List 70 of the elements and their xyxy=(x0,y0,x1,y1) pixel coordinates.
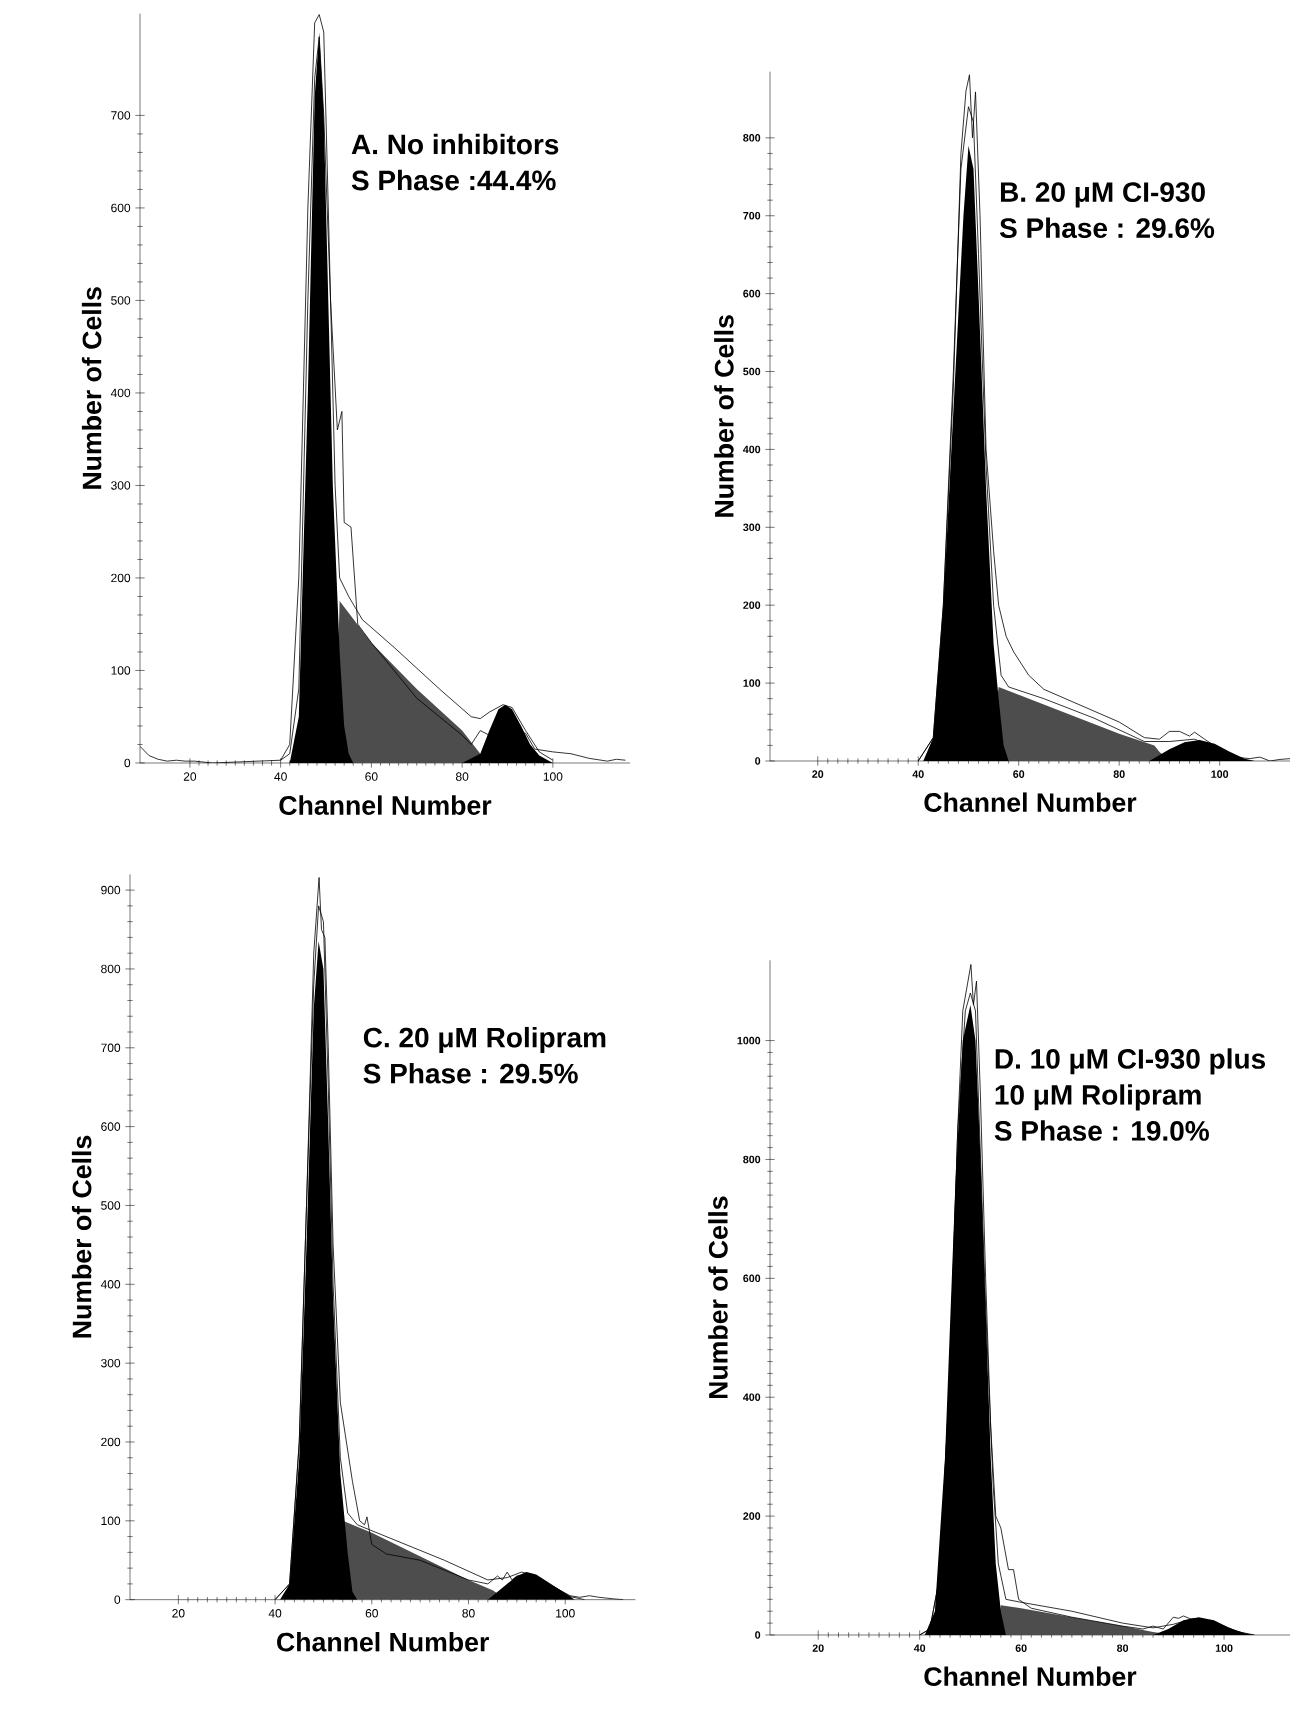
y-tick-label: 600 xyxy=(101,1122,121,1131)
x-tick-label: 40 xyxy=(912,770,924,778)
y-tick-label: 700 xyxy=(101,1043,121,1053)
x-tick-label: 20 xyxy=(812,770,824,778)
y-tick-label: 400 xyxy=(100,1280,121,1289)
y-tick-label: 600 xyxy=(743,1274,761,1283)
annotation: A. No inhibitors xyxy=(351,133,559,155)
x-tick-label: 80 xyxy=(1113,770,1125,778)
y-tick-label: 500 xyxy=(743,367,761,376)
y-tick-label: 0 xyxy=(755,757,761,765)
x-tick-label: 20 xyxy=(812,1644,824,1652)
y-tick-label: 200 xyxy=(743,601,761,609)
x-tick-label: 40 xyxy=(268,1609,282,1618)
x-tick-label: 80 xyxy=(1117,1644,1129,1652)
annotation: S Phase : 19.0% xyxy=(994,1120,1209,1141)
y-tick-label: 300 xyxy=(743,523,761,532)
x-tick-label: 100 xyxy=(1215,1644,1233,1652)
y-tick-label: 100 xyxy=(111,666,131,675)
y-tick-label: 800 xyxy=(101,964,121,974)
y-tick-label: 700 xyxy=(111,111,131,120)
y-tick-label: 300 xyxy=(111,481,131,490)
x-tick-label: 40 xyxy=(274,772,287,781)
x-axis-title: Channel Number xyxy=(924,1666,1137,1686)
y-tick-label: 800 xyxy=(743,134,761,142)
y-tick-label: 100 xyxy=(743,679,761,687)
y-tick-label: 100 xyxy=(101,1516,121,1526)
y-tick-label: 400 xyxy=(743,445,761,454)
x-tick-label: 100 xyxy=(556,1609,575,1618)
annotation: C. 20 μM Rolipram xyxy=(363,1026,606,1054)
x-tick-label: 80 xyxy=(455,772,469,781)
y-tick-label: 400 xyxy=(110,388,131,398)
y-axis-title: Number of Cells xyxy=(71,1135,92,1338)
y-tick-label: 800 xyxy=(743,1155,761,1164)
y-tick-label: 500 xyxy=(101,1201,121,1210)
x-axis-title: Channel Number xyxy=(277,1632,489,1652)
y-tick-label: 300 xyxy=(101,1358,121,1368)
annotation: S Phase :44.4% xyxy=(351,169,556,191)
annotation: 10 μM Rolipram xyxy=(995,1084,1201,1111)
x-tick-label: 20 xyxy=(172,1609,185,1618)
x-tick-label: 40 xyxy=(913,1644,926,1652)
x-tick-label: 60 xyxy=(1013,770,1025,778)
y-tick-label: 600 xyxy=(111,203,131,213)
y-tick-label: 0 xyxy=(755,1631,761,1639)
y-tick-label: 200 xyxy=(101,1437,121,1447)
x-tick-label: 80 xyxy=(462,1609,475,1618)
y-tick-label: 900 xyxy=(101,885,121,895)
x-tick-label: 20 xyxy=(183,772,197,781)
x-tick-label: 100 xyxy=(1211,770,1229,778)
y-axis-title: Number of Cells xyxy=(714,315,734,517)
annotation: S Phase : 29.6% xyxy=(999,217,1215,239)
y-axis-title: Number of Cells xyxy=(708,1196,728,1399)
x-tick-label: 60 xyxy=(1015,1644,1027,1652)
y-tick-label: 700 xyxy=(743,211,761,220)
x-tick-label: 60 xyxy=(365,772,378,781)
y-tick-label: 0 xyxy=(124,758,131,768)
annotation: S Phase : 29.5% xyxy=(363,1062,578,1084)
y-axis-title: Number of Cells xyxy=(81,287,102,489)
y-tick-label: 500 xyxy=(111,296,131,305)
y-tick-label: 200 xyxy=(743,1512,761,1520)
y-tick-label: 1000 xyxy=(737,1036,761,1045)
y-tick-label: 400 xyxy=(743,1393,761,1401)
y-tick-label: 600 xyxy=(743,289,761,298)
annotation: D. 10 μM CI-930 plus xyxy=(995,1048,1266,1075)
x-axis-title: Channel Number xyxy=(924,792,1137,812)
y-tick-label: 200 xyxy=(111,573,131,583)
x-tick-label: 60 xyxy=(365,1609,378,1618)
x-tick-label: 100 xyxy=(543,772,563,781)
y-tick-label: 0 xyxy=(114,1595,121,1604)
x-axis-title: Channel Number xyxy=(279,795,492,815)
annotation: B. 20 μM CI-930 xyxy=(1000,182,1205,208)
